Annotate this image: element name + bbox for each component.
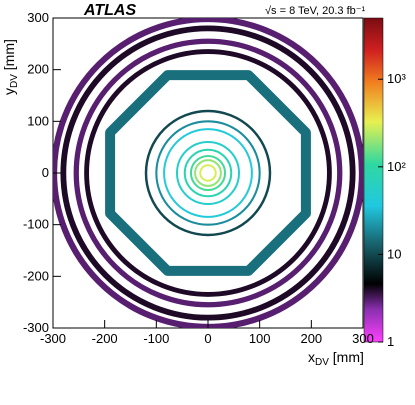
ring-5 bbox=[144, 109, 272, 237]
y-axis-title: yDV [mm] bbox=[1, 39, 20, 95]
ring-9 bbox=[183, 148, 233, 198]
x-tick-label-3: 0 bbox=[204, 331, 211, 346]
x-tick-label-6: 300 bbox=[352, 331, 374, 346]
x-tick-label-5: 200 bbox=[300, 331, 322, 346]
atlas-label: ATLAS bbox=[83, 2, 136, 19]
ring-7 bbox=[163, 128, 253, 218]
z-tick-label-0: 1 bbox=[387, 334, 394, 349]
x-tick-label-0: -300 bbox=[40, 331, 66, 346]
x-axis-ticks: -300 -200 -100 0 100 200 300 bbox=[40, 320, 374, 346]
x-tick-label-4: 100 bbox=[249, 331, 271, 346]
color-scale-ticks: 1 10 10² 10³ bbox=[378, 71, 406, 349]
ring-2 bbox=[73, 38, 343, 308]
ring-8 bbox=[176, 141, 240, 205]
color-scale-bar bbox=[363, 17, 384, 343]
z-tick-label-1: 10 bbox=[387, 246, 401, 261]
ring-12 bbox=[199, 164, 217, 182]
x-tick-label-1: -200 bbox=[92, 331, 118, 346]
y-tick-label-6: 300 bbox=[27, 10, 49, 25]
y-tick-label-3: 0 bbox=[42, 165, 49, 180]
x-axis-title: xDV [mm] bbox=[308, 349, 364, 368]
y-tick-label-4: 100 bbox=[27, 113, 49, 128]
energy-label: √s = 8 TeV, 20.3 fb⁻¹ bbox=[265, 5, 366, 17]
y-tick-label-5: 200 bbox=[27, 62, 49, 77]
z-tick-label-2: 10² bbox=[387, 159, 406, 174]
x-tick-label-2: -100 bbox=[143, 331, 169, 346]
y-axis-ticks: -300 -200 -100 0 100 200 300 bbox=[23, 10, 61, 335]
ring-10 bbox=[189, 154, 227, 192]
ring-6 bbox=[155, 120, 261, 226]
y-tick-label-0: -300 bbox=[23, 320, 49, 335]
y-tick-label-2: -100 bbox=[23, 217, 49, 232]
ring-3 bbox=[84, 49, 332, 297]
z-tick-label-3: 10³ bbox=[387, 71, 406, 86]
ring-11 bbox=[194, 159, 222, 187]
octagon-4 bbox=[105, 70, 311, 276]
y-tick-label-1: -200 bbox=[23, 268, 49, 283]
ring-1 bbox=[60, 25, 356, 321]
